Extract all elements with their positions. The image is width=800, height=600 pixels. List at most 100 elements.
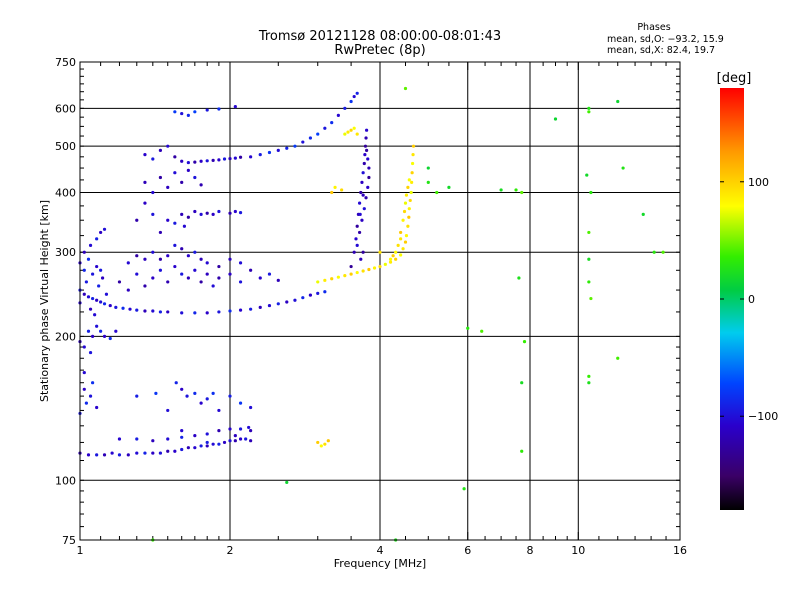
data-point [258,305,262,309]
data-point [406,185,410,189]
data-point [121,306,125,310]
data-point [151,439,155,443]
data-point [173,110,177,114]
data-point [410,171,414,175]
data-point [108,336,112,341]
data-point [366,185,370,189]
x-tick-labels: 1 2 4 6 8 10 16 [77,544,688,557]
data-point [367,166,371,170]
data-point [249,268,253,272]
data-point [399,237,403,241]
data-point [361,250,365,254]
data-point [228,272,232,276]
colorbar-tick-label: 100 [748,176,769,189]
data-point [244,437,248,441]
y-tick-label: 400 [55,186,76,199]
data-point [143,284,147,288]
data-point [180,247,184,251]
data-point [426,166,430,170]
data-point [661,250,665,254]
y-tick-label: 200 [55,330,76,343]
data-point [587,106,591,110]
data-point [86,329,91,333]
grid-lines [80,62,680,540]
x-tick-label: 8 [527,544,534,557]
data-point [173,449,177,453]
data-point [426,180,430,184]
x-axis-label: Frequency [MHz] [334,557,426,570]
data-point [285,300,289,304]
data-point [358,212,362,216]
data-point [82,370,86,375]
data-point [82,387,86,391]
data-point [361,171,365,175]
data-point [211,158,215,162]
y-tick-label: 750 [55,56,76,69]
data-point [410,180,414,184]
colorbar-ticks: 100 0 −100 [720,176,778,423]
data-point [180,387,184,391]
data-point [143,180,147,184]
y-tick-label: 75 [62,534,76,547]
data-point [301,140,305,144]
data-point [587,257,591,261]
data-point [641,212,645,216]
data-point [343,132,347,136]
x-tick-label: 1 [77,544,84,557]
data-point [407,207,411,211]
data-point [403,86,408,91]
data-point [199,401,203,405]
data-point [587,230,591,235]
data-point [407,215,411,219]
data-point [143,451,147,455]
data-point [117,437,122,441]
data-point [205,261,209,265]
x-tick-label: 6 [464,544,471,557]
data-point [587,110,591,114]
data-point [520,381,524,385]
data-point [135,254,139,258]
data-point [267,272,272,276]
data-point [336,275,340,279]
y-tick-label: 100 [55,474,76,487]
data-point [217,276,221,280]
data-point [403,201,408,205]
data-point [366,157,370,161]
data-point [249,405,253,410]
data-point [199,280,203,284]
data-point [249,155,253,159]
y-tick-label: 500 [55,140,76,153]
data-point [276,148,280,152]
data-point [238,437,243,441]
data-point [401,247,405,251]
data-point [95,453,99,457]
data-point [205,311,209,315]
data-point [394,250,398,254]
data-point [349,99,353,104]
data-point [363,153,367,157]
data-point [293,298,297,302]
data-point [151,250,155,254]
data-point [408,198,412,203]
data-point [349,128,353,132]
data-point [308,136,313,140]
data-point [217,209,221,214]
data-point [364,196,368,200]
data-points [78,86,665,542]
data-point [193,175,197,180]
data-point [238,427,243,431]
data-point [228,394,232,398]
data-point [91,381,95,385]
data-point [180,180,184,184]
data-point [238,401,243,405]
data-point [359,257,363,261]
x-tick-label: 2 [227,544,234,557]
data-point [285,146,289,150]
data-point [82,345,86,349]
data-point [404,193,409,197]
data-point [238,308,243,312]
data-point [323,126,327,130]
data-point [355,224,359,228]
data-point [249,439,253,443]
data-point [95,324,99,328]
